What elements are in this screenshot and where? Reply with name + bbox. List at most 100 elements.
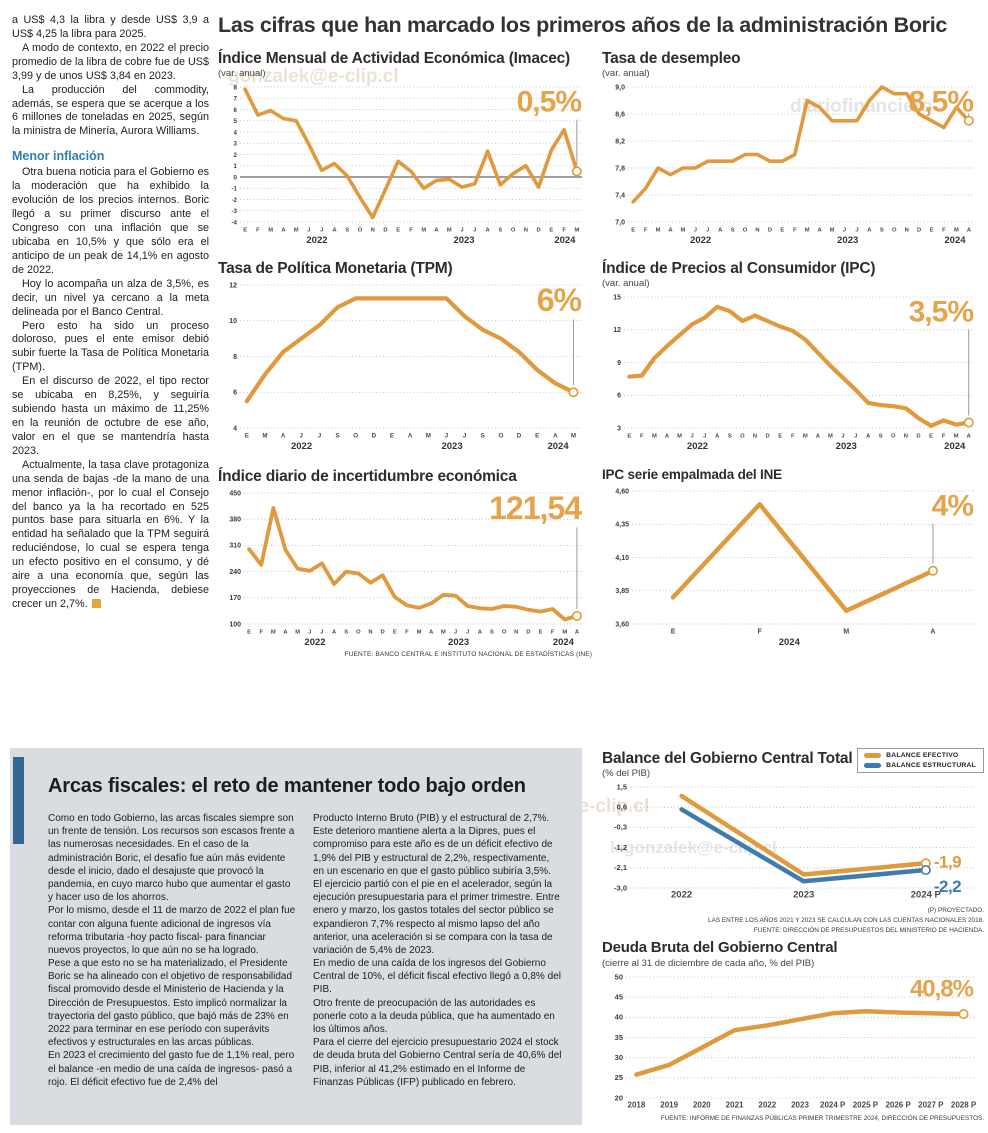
svg-text:-2: -2 [231, 197, 237, 204]
chart-plot-area: 1,5 0,6 -0,3 -1,2 -2,1 -3,0 2022 2023 2024 P -1,9… [602, 779, 984, 904]
svg-text:2024: 2024 [547, 441, 569, 452]
svg-text:M: M [680, 228, 685, 234]
svg-text:A: A [434, 228, 439, 234]
svg-text:M: M [574, 228, 579, 234]
chart-canvas: 50 45 40 35 30 25 20 2018 2019 2020 2021 2022 2023 20… [615, 972, 977, 1109]
svg-text:J: J [703, 434, 706, 440]
svg-text:2022: 2022 [758, 1100, 776, 1109]
svg-text:E: E [393, 630, 397, 636]
svg-text:S: S [481, 433, 485, 440]
panel-paragraph: Por lo mismo, desde el 11 de marzo de 20… [48, 905, 296, 956]
svg-text:2022: 2022 [687, 441, 708, 452]
svg-text:25: 25 [615, 1073, 623, 1082]
panel-paragraph: En 2023 el crecimiento del gasto fue de … [48, 1050, 295, 1088]
svg-text:M: M [562, 630, 567, 636]
svg-text:S: S [728, 434, 732, 440]
svg-text:A: A [478, 630, 483, 636]
svg-text:7,8: 7,8 [615, 165, 625, 172]
svg-text:45: 45 [615, 992, 623, 1001]
svg-text:50: 50 [615, 972, 623, 981]
legend-label: BALANCE ESTRUCTURAL [886, 762, 976, 769]
article-paragraph: Actualmente, la tasa clave protagoniza u… [12, 459, 209, 612]
article-end-mark-icon [91, 599, 101, 608]
svg-text:J: J [691, 434, 694, 440]
svg-text:F: F [791, 434, 795, 440]
svg-text:2: 2 [234, 152, 238, 159]
title-accent-bar [13, 757, 24, 844]
svg-text:E: E [243, 228, 247, 234]
chart-canvas: 4,60 4,35 4,10 3,85 3,60 E F M A 2024 4% [615, 488, 974, 648]
svg-text:310: 310 [229, 543, 241, 550]
svg-text:12: 12 [613, 327, 621, 334]
svg-text:9,0: 9,0 [615, 84, 625, 91]
svg-text:A: A [818, 228, 823, 234]
svg-text:F: F [405, 630, 409, 636]
svg-text:2023: 2023 [837, 235, 858, 246]
svg-text:D: D [768, 228, 772, 234]
page-title: Las cifras que han marcado los primeros … [218, 13, 948, 37]
svg-text:8,2: 8,2 [615, 138, 625, 145]
svg-text:2022: 2022 [291, 441, 312, 452]
chart-callout-value: 40,8% [910, 975, 974, 1002]
svg-text:1: 1 [234, 163, 238, 170]
section-subhead: Menor inflación [12, 149, 105, 164]
svg-text:7,4: 7,4 [615, 192, 625, 199]
svg-text:O: O [353, 433, 358, 440]
svg-text:D: D [517, 433, 522, 440]
svg-text:N: N [368, 630, 372, 636]
svg-text:A: A [485, 228, 490, 234]
svg-text:2027 P: 2027 P [918, 1100, 944, 1109]
chart-callout-value: 3,5% [909, 296, 974, 329]
svg-text:M: M [805, 228, 810, 234]
article-left-column: a US$ 4,3 la libra y desde US$ 3,9 a US$… [12, 14, 209, 612]
svg-text:M: M [803, 434, 808, 440]
svg-text:2019: 2019 [660, 1100, 678, 1109]
svg-text:2024 P: 2024 P [820, 1100, 846, 1109]
chart-plot-area: 4,60 4,35 4,10 3,85 3,60 E F M A 2024 4% [602, 483, 984, 650]
svg-text:A: A [668, 228, 673, 234]
svg-text:J: J [300, 433, 304, 440]
svg-text:S: S [490, 630, 494, 636]
chart-callout-value: 121,54 [489, 490, 582, 526]
svg-text:E: E [549, 228, 553, 234]
svg-text:A: A [718, 228, 723, 234]
panel-title: Arcas fiscales: el reto de mantener todo… [48, 775, 526, 797]
svg-text:100: 100 [229, 621, 241, 628]
chart-plot-area: 450 380 310 240 170 100 E F M A M J J A S O N D E F M A M J J A S O… [218, 485, 592, 650]
svg-text:J: J [841, 434, 844, 440]
svg-text:M: M [828, 434, 833, 440]
svg-text:J: J [454, 630, 457, 636]
svg-text:J: J [307, 228, 310, 234]
svg-text:15: 15 [613, 294, 621, 301]
chart-plot-area: 8 7 6 5 4 3 2 1 0 -1 -2 -3 -4 E F M A M J J A S O N D E F M A M J J A S O N… [218, 79, 592, 248]
legend-swatch-icon [864, 753, 882, 758]
svg-text:M: M [652, 434, 657, 440]
svg-text:N: N [905, 228, 909, 234]
svg-text:A: A [575, 630, 580, 636]
svg-text:M: M [571, 433, 576, 440]
svg-text:J: J [706, 228, 709, 234]
chart-desempleo: Tasa de desempleo (var. anual) 9,0 8,6 8,2 7,… [602, 50, 984, 248]
svg-text:2023: 2023 [448, 637, 469, 648]
svg-text:N: N [524, 228, 528, 234]
chart-title: Índice diario de incertidumbre económica [218, 468, 517, 485]
svg-text:D: D [372, 433, 377, 440]
svg-text:M: M [954, 228, 959, 234]
svg-text:J: J [473, 228, 476, 234]
svg-text:M: M [677, 434, 682, 440]
svg-text:O: O [743, 228, 748, 234]
svg-text:F: F [644, 228, 648, 234]
svg-text:A: A [283, 630, 288, 636]
svg-text:30: 30 [615, 1052, 623, 1061]
chart-callout-value: 6% [537, 282, 582, 318]
svg-text:A: A [967, 434, 972, 440]
svg-text:S: S [879, 434, 883, 440]
svg-text:F: F [640, 434, 644, 440]
svg-text:A: A [281, 433, 286, 440]
svg-text:E: E [671, 628, 676, 635]
source-note: FUENTE: BANCO CENTRAL E INSTITUTO NACION… [344, 651, 592, 658]
svg-text:2023: 2023 [441, 441, 462, 452]
svg-text:2022: 2022 [690, 235, 711, 246]
